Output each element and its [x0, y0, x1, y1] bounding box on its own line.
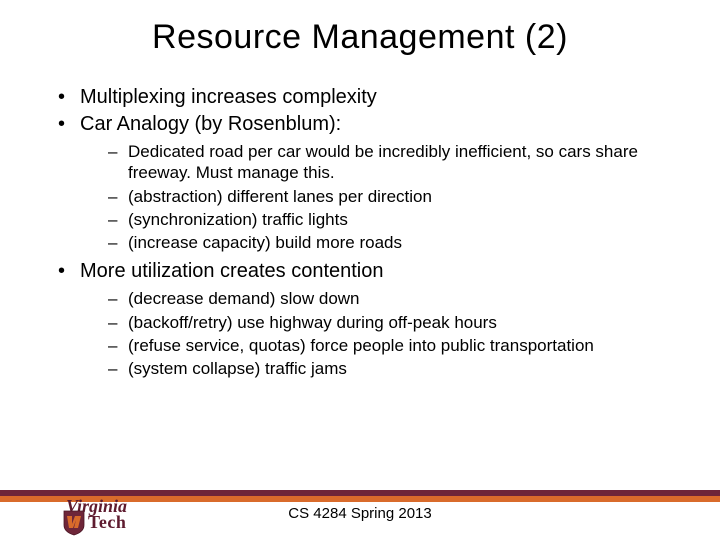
slide: Resource Management (2) Multiplexing inc… [0, 0, 720, 540]
slide-title: Resource Management (2) [40, 18, 680, 57]
sub-bullet-list: (decrease demand) slow down (backoff/ret… [80, 288, 680, 379]
sub-bullet-item: (abstraction) different lanes per direct… [108, 186, 680, 207]
bullet-item: More utilization creates contention (dec… [58, 259, 680, 379]
bullet-item: Multiplexing increases complexity [58, 85, 680, 110]
footer-text: CS 4284 Spring 2013 [288, 505, 431, 522]
sub-bullet-item: (increase capacity) build more roads [108, 232, 680, 253]
sub-bullet-item: (decrease demand) slow down [108, 288, 680, 309]
sub-bullet-item: (refuse service, quotas) force people in… [108, 335, 680, 356]
sub-bullet-item: (synchronization) traffic lights [108, 209, 680, 230]
sub-bullet-list: Dedicated road per car would be incredib… [80, 141, 680, 253]
bullet-text: Multiplexing increases complexity [80, 86, 377, 108]
sub-bullet-item: (backoff/retry) use highway during off-p… [108, 312, 680, 333]
bullet-text: More utilization creates contention [80, 260, 384, 282]
bullet-text: Car Analogy (by Rosenblum): [80, 113, 341, 135]
sub-bullet-item: Dedicated road per car would be incredib… [108, 141, 680, 184]
vt-logo: Virginia Tech [66, 498, 153, 530]
shield-icon [63, 510, 85, 536]
slide-content: Multiplexing increases complexity Car An… [40, 85, 680, 379]
bullet-item: Car Analogy (by Rosenblum): Dedicated ro… [58, 112, 680, 253]
bullet-list: Multiplexing increases complexity Car An… [40, 85, 680, 379]
logo-line2: Tech [88, 514, 127, 530]
sub-bullet-item: (system collapse) traffic jams [108, 358, 680, 379]
